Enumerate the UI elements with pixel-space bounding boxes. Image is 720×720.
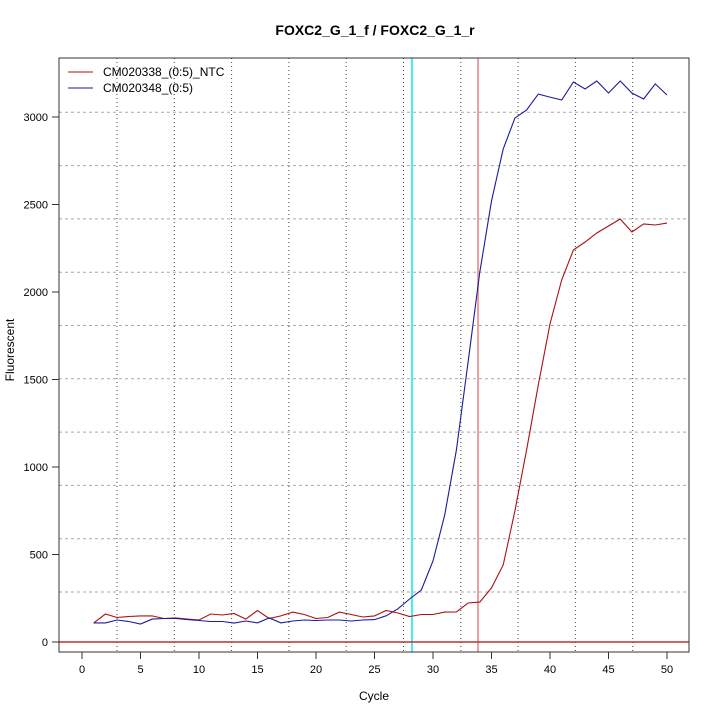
x-tick-label: 5 — [137, 664, 143, 676]
y-tick-label: 1000 — [24, 462, 48, 474]
x-axis-label: Cycle — [359, 689, 389, 703]
x-tick-label: 10 — [193, 664, 205, 676]
legend-label-ntc: CM020338_(0:5)_NTC — [103, 65, 225, 79]
x-tick-label: 20 — [310, 664, 322, 676]
y-tick-label: 3000 — [24, 112, 48, 124]
x-tick-label: 50 — [661, 664, 673, 676]
chart-title: FOXC2_G_1_f / FOXC2_G_1_r — [275, 22, 475, 38]
y-tick-label: 2500 — [24, 200, 48, 212]
y-tick-label: 1500 — [24, 375, 48, 387]
x-tick-label: 25 — [368, 664, 380, 676]
x-tick-label: 15 — [251, 664, 263, 676]
x-tick-label: 45 — [602, 664, 614, 676]
x-tick-label: 30 — [427, 664, 439, 676]
series-line-sample — [93, 80, 668, 625]
x-tick-label: 35 — [485, 664, 497, 676]
y-tick-label: 0 — [42, 637, 48, 649]
y-tick-label: 2000 — [24, 287, 48, 299]
series-line-ntc — [93, 218, 668, 624]
x-tick-label: 40 — [544, 664, 556, 676]
y-axis-label: Fluorescent — [3, 318, 17, 381]
y-tick-label: 500 — [30, 550, 48, 562]
legend-label-sample: CM020348_(0:5) — [103, 81, 193, 95]
x-tick-label: 0 — [79, 664, 85, 676]
plot-border — [58, 57, 690, 653]
legend: CM020338_(0:5)_NTC CM020348_(0:5) — [68, 65, 225, 95]
